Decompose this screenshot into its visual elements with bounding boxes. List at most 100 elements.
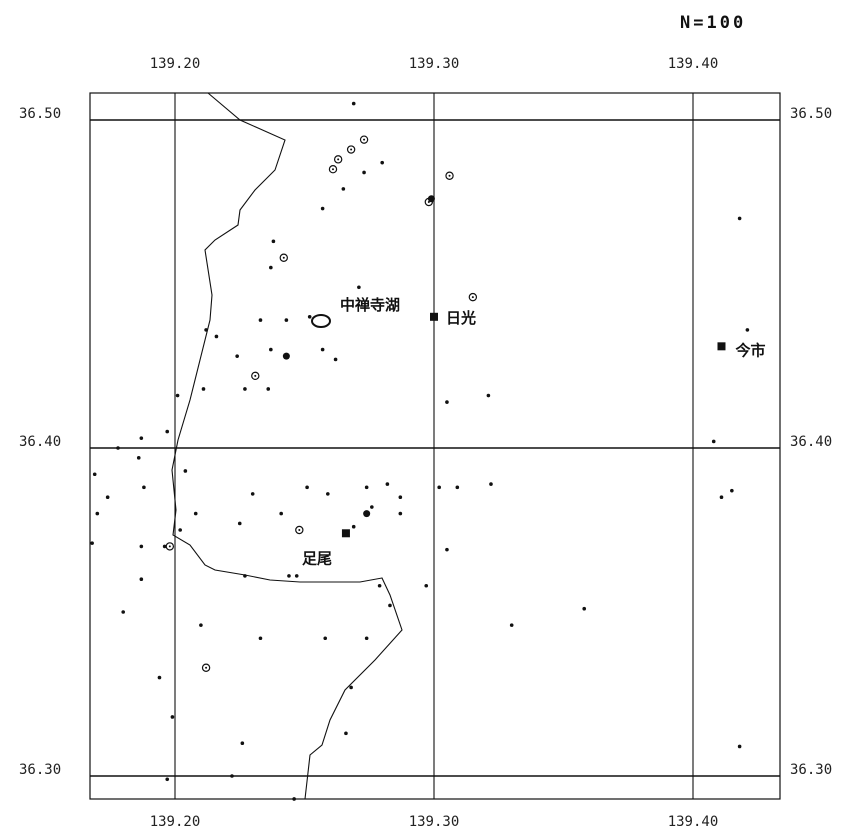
data-point-dot	[162, 544, 167, 549]
data-point-dot	[258, 318, 263, 322]
city-label: 日光	[446, 309, 476, 327]
data-point-dot	[139, 577, 144, 581]
data-point-dot	[243, 574, 247, 578]
data-point-dot	[170, 715, 175, 719]
data-point-dot	[201, 387, 206, 391]
data-point-dot	[105, 495, 110, 500]
data-point-dot	[333, 357, 338, 362]
data-point-dot	[320, 347, 325, 352]
lat-tick-label-right: 36.40	[790, 434, 832, 450]
data-point-dot	[292, 797, 296, 801]
lon-tick-label-top: 139.30	[409, 56, 460, 72]
data-point-dot	[139, 544, 144, 549]
data-point-circle-center	[298, 529, 301, 531]
data-point-filled	[363, 510, 371, 518]
data-point-dot	[437, 485, 441, 490]
data-point-dot	[455, 485, 460, 490]
data-point-dot	[351, 101, 356, 106]
data-point-dot	[719, 495, 724, 500]
data-point-dot	[307, 315, 312, 319]
data-point-dot	[175, 393, 180, 398]
data-point-circle-center	[350, 148, 353, 151]
lat-tick-label-left: 36.30	[19, 762, 61, 778]
data-point-circle-center	[363, 138, 366, 141]
data-point-circle-center	[471, 296, 474, 299]
data-point-dot	[582, 606, 587, 611]
data-point-dot	[279, 511, 283, 516]
data-point-dot	[351, 524, 356, 529]
data-point-circle-center	[168, 545, 171, 548]
data-point-circle-center	[282, 256, 285, 259]
data-point-dot	[287, 574, 291, 578]
data-point-dot	[737, 216, 742, 221]
data-point-dot	[341, 187, 346, 191]
lon-tick-label-top: 139.20	[150, 56, 201, 72]
data-point-dot	[237, 521, 242, 526]
data-point-dot	[230, 774, 234, 778]
data-point-filled	[427, 195, 435, 203]
data-point-dot	[214, 334, 219, 339]
data-point-dot	[136, 456, 141, 460]
prefecture-boundary-line	[171, 92, 403, 800]
data-point-dot	[745, 328, 750, 332]
data-point-dot	[445, 547, 449, 552]
data-point-filled	[282, 352, 290, 360]
data-point-dot	[737, 744, 742, 749]
data-point-dot	[243, 387, 247, 391]
data-point-dot	[509, 623, 514, 627]
graticule	[90, 93, 780, 799]
data-point-dot	[326, 492, 330, 496]
data-point-dot	[489, 482, 493, 486]
data-point-dot	[271, 239, 276, 244]
data-point-dot	[157, 675, 162, 680]
data-point-dot	[344, 731, 348, 736]
data-point-dot	[486, 393, 491, 398]
data-point-dot	[142, 485, 146, 490]
boundary-layer	[171, 92, 403, 800]
data-point-dot	[711, 439, 716, 444]
data-point-dot	[730, 488, 734, 493]
data-point-circle-center	[337, 158, 340, 161]
data-point-dot	[377, 583, 382, 588]
data-point-dot	[116, 446, 120, 450]
data-point-dot	[445, 400, 449, 404]
lon-tick-label-top: 139.40	[668, 56, 719, 72]
lon-tick-label-bottom: 139.30	[409, 814, 460, 830]
data-point-dot	[284, 318, 289, 322]
city-label: 今市	[734, 341, 765, 359]
data-point-dot	[240, 741, 245, 745]
lake-label: 中禅寺湖	[340, 296, 400, 314]
data-point-dot	[235, 354, 239, 358]
city-label: 足尾	[302, 549, 332, 567]
map-frame	[89, 92, 781, 800]
data-point-dot	[165, 777, 170, 782]
data-point-dot	[364, 636, 369, 641]
data-point-circle-center	[205, 666, 208, 669]
data-point-dot	[165, 429, 170, 434]
data-point-dot	[385, 482, 390, 486]
lat-tick-label-left: 36.50	[19, 106, 61, 122]
sample-count-label: N=100	[680, 13, 746, 33]
data-point-dot	[183, 469, 188, 473]
tick-labels: 139.20 139.20 139.30 139.30 139.40 139.40 36.5…	[19, 56, 832, 830]
data-point-dot	[398, 511, 403, 516]
data-point-dot	[199, 623, 203, 627]
data-point-dot	[95, 511, 100, 516]
data-point-dot	[398, 495, 403, 500]
data-point-dot	[258, 636, 263, 641]
data-point-dot	[357, 285, 361, 290]
city-marker	[717, 342, 726, 351]
city-marker	[430, 312, 438, 321]
lake-shape	[311, 314, 331, 328]
data-point-dot	[193, 511, 198, 516]
data-point-dot	[362, 170, 366, 175]
data-point-dot	[320, 206, 325, 211]
lon-tick-label-bottom: 139.20	[150, 814, 201, 830]
data-point-dot	[90, 541, 94, 545]
data-point-dot	[269, 265, 273, 270]
data-point-circle-center	[331, 168, 334, 171]
data-point-circle-center	[448, 174, 451, 177]
data-point-dot	[305, 485, 309, 490]
lat-tick-label-right: 36.50	[790, 106, 832, 122]
